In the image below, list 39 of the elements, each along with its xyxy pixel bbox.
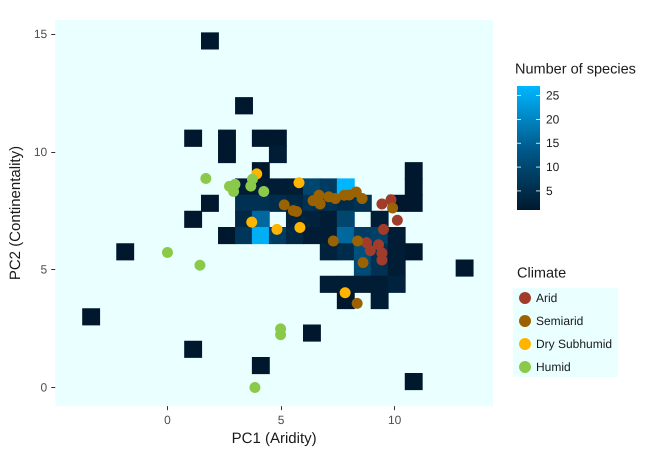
y-tick-label: 10 <box>34 144 48 159</box>
point <box>278 199 290 210</box>
point <box>373 239 384 250</box>
x-axis-title: PC1 (Aridity) <box>232 430 317 447</box>
point <box>352 235 364 246</box>
point <box>249 382 260 393</box>
y-tick-label: 0 <box>40 380 48 394</box>
y-axis-title: PC2 (Continentality) <box>7 146 24 280</box>
point <box>246 174 258 185</box>
point <box>364 245 376 256</box>
point <box>314 198 326 210</box>
x-tick-label: 5 <box>278 413 285 428</box>
point <box>340 287 351 298</box>
color-bar-title: Number of species <box>515 62 636 78</box>
point <box>294 222 306 234</box>
legend-title: Climate <box>517 266 566 282</box>
point <box>246 216 258 228</box>
legend-label: Semiarid <box>536 314 584 328</box>
point <box>330 193 341 204</box>
color-bar-label: 25 <box>546 88 560 103</box>
point <box>376 198 388 210</box>
point <box>271 224 282 235</box>
legend-label: Humid <box>536 360 571 374</box>
y-tick-label: 5 <box>40 262 48 277</box>
x-tick-label: 0 <box>164 413 172 428</box>
y-tick-label: 15 <box>34 27 48 42</box>
point <box>200 173 212 184</box>
legend-label: Arid <box>536 291 558 305</box>
point <box>392 214 403 226</box>
point <box>378 224 390 235</box>
color-bar-label: 5 <box>546 184 553 198</box>
point <box>194 260 206 271</box>
x-tick-label: 10 <box>388 413 402 428</box>
point <box>162 247 173 258</box>
color-bar-label: 10 <box>546 160 560 174</box>
legend-label: Dry Subhumid <box>536 337 612 351</box>
color-bar-label: 15 <box>546 136 560 150</box>
point <box>352 298 363 309</box>
color-bar-label: 20 <box>546 112 560 126</box>
